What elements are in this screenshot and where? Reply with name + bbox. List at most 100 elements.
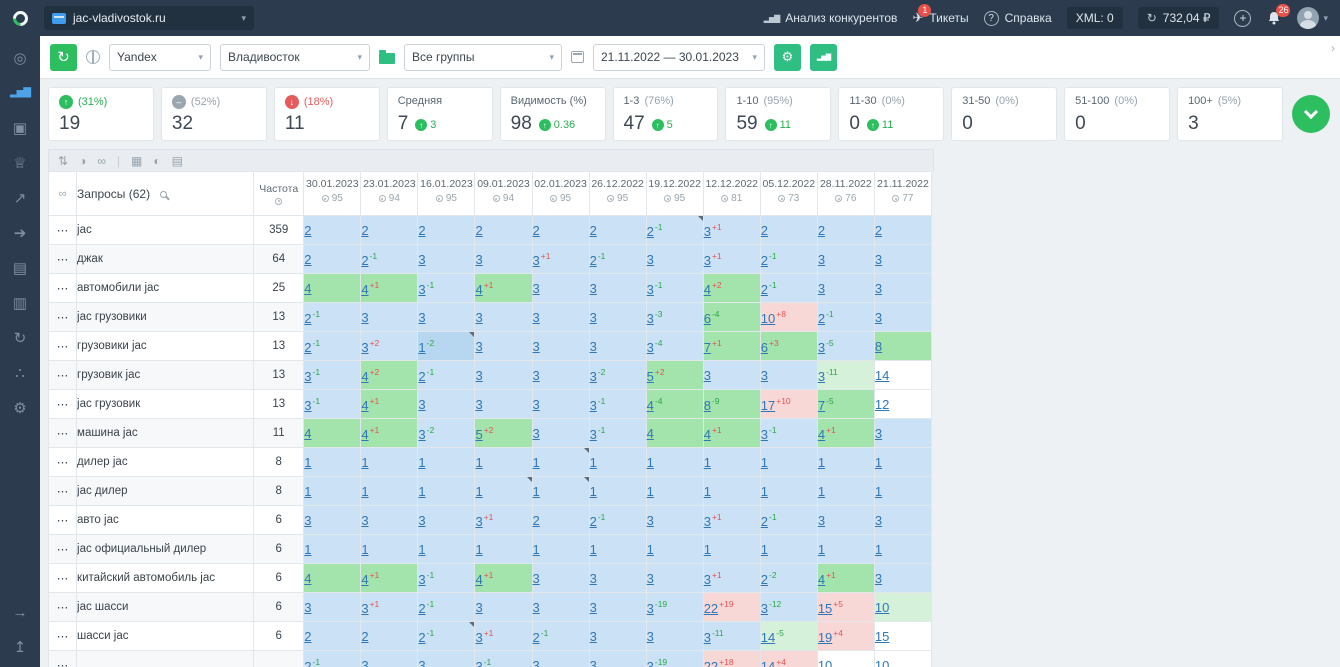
position-cell[interactable]: 2-1 (531, 621, 590, 651)
query-cell[interactable]: китайский автомобиль jac (76, 563, 255, 593)
row-handle[interactable]: ⋯ (47, 650, 78, 667)
position-link[interactable]: 3 (703, 367, 711, 383)
position-cell[interactable]: 3 (531, 389, 590, 419)
position-cell[interactable]: 2 (531, 505, 590, 535)
position-link[interactable]: 15 (874, 628, 890, 644)
date-column-header[interactable]: 19.12.2022 95 (645, 171, 704, 216)
position-cell[interactable]: 3 (816, 505, 875, 535)
position-link[interactable]: 3 (361, 600, 369, 616)
position-link[interactable]: 3 (646, 658, 654, 667)
query-cell[interactable]: авто jac (76, 505, 255, 535)
position-link[interactable]: 1 (475, 541, 483, 557)
refresh-positions-button[interactable]: ↻ (50, 43, 77, 71)
position-link[interactable]: 3 (703, 571, 711, 587)
query-cell[interactable] (76, 650, 255, 667)
date-column-header[interactable]: 21.11.2022 77 (873, 171, 933, 216)
position-cell[interactable]: 1 (531, 447, 590, 477)
snippet-icon[interactable]: ▦ (131, 153, 143, 168)
position-link[interactable]: 3 (532, 599, 540, 615)
summary-card[interactable]: 31-50 (0%) 0 (951, 87, 1058, 141)
position-cell[interactable]: 3 (360, 650, 419, 667)
position-cell[interactable]: 3+1 (474, 621, 533, 651)
position-cell[interactable]: 3-1 (645, 273, 704, 303)
position-cell[interactable]: 2-1 (417, 621, 476, 651)
summary-card[interactable]: ↑ (31%) 19 (48, 87, 154, 141)
position-cell[interactable]: 1 (702, 476, 761, 506)
position-link[interactable]: 3 (304, 599, 312, 615)
position-link[interactable]: 3 (703, 629, 711, 645)
position-link[interactable]: 2 (361, 252, 369, 268)
position-link[interactable]: 3 (589, 628, 597, 644)
date-column-header[interactable]: 28.11.2022 76 (816, 171, 875, 216)
position-link[interactable]: 8 (703, 397, 711, 413)
position-link[interactable]: 3 (646, 339, 654, 355)
position-cell[interactable]: 3 (588, 273, 647, 303)
position-cell[interactable]: 2-1 (759, 244, 818, 274)
position-link[interactable]: 2 (418, 629, 426, 645)
position-cell[interactable]: 4+1 (474, 273, 533, 303)
position-link[interactable]: 1 (304, 483, 312, 499)
position-link[interactable]: 2 (418, 222, 426, 238)
position-link[interactable]: 1 (418, 454, 426, 470)
position-cell[interactable]: 2-1 (816, 302, 875, 332)
position-cell[interactable]: 1 (645, 476, 704, 506)
position-link[interactable]: 1 (361, 483, 369, 499)
position-link[interactable]: 3 (418, 657, 426, 667)
position-cell[interactable]: 3 (417, 244, 476, 274)
position-link[interactable]: 2 (304, 628, 312, 644)
sidebar-item-awards[interactable]: ♕ (8, 153, 32, 173)
position-cell[interactable]: 4+2 (702, 273, 761, 303)
position-link[interactable]: 7 (703, 339, 711, 355)
expand-chart-button[interactable] (1292, 95, 1330, 133)
position-cell[interactable]: 10 (873, 592, 933, 622)
position-link[interactable]: 2 (760, 252, 768, 268)
position-link[interactable]: 3 (817, 368, 826, 384)
position-link[interactable]: 3 (817, 251, 826, 267)
position-link[interactable]: 3 (589, 397, 597, 413)
summary-card[interactable]: 1-10 (95%) 59 ↑ 11 (725, 87, 832, 141)
position-cell[interactable]: 3 (873, 418, 933, 448)
position-link[interactable]: 10 (760, 310, 776, 326)
position-cell[interactable]: 1 (816, 476, 875, 506)
position-cell[interactable]: 8 (873, 331, 933, 361)
position-link[interactable]: 3 (589, 426, 597, 442)
position-cell[interactable]: 3-1 (417, 563, 476, 593)
position-cell[interactable]: 4+1 (360, 273, 419, 303)
query-cell[interactable]: jac грузовик (76, 389, 255, 419)
position-cell[interactable]: 3 (360, 505, 419, 535)
sidebar-item-snippets[interactable]: ▤ (8, 258, 32, 278)
position-link[interactable]: 3 (475, 629, 483, 645)
position-link[interactable]: 3 (589, 309, 597, 325)
position-link[interactable]: 3 (760, 600, 768, 616)
position-cell[interactable]: 1 (474, 534, 533, 564)
frequency-column-header[interactable]: Частота (253, 171, 305, 216)
position-cell[interactable]: 1 (588, 447, 647, 477)
position-cell[interactable]: 15+5 (816, 592, 875, 622)
position-link[interactable]: 2 (817, 222, 826, 238)
position-cell[interactable]: 3 (417, 650, 476, 667)
position-link[interactable]: 3 (475, 338, 483, 354)
position-cell[interactable]: 1 (873, 534, 933, 564)
position-cell[interactable]: 2-1 (759, 505, 818, 535)
position-link[interactable]: 4 (361, 281, 369, 297)
date-column-header[interactable]: 02.01.2023 95 (531, 171, 590, 216)
search-engine-select[interactable]: Yandex ▾ (109, 43, 211, 71)
position-link[interactable]: 14 (874, 367, 890, 383)
row-handle[interactable]: ⋯ (47, 389, 78, 419)
position-link[interactable]: 3 (589, 368, 597, 384)
position-link[interactable]: 3 (475, 396, 483, 412)
position-cell[interactable]: 3 (873, 302, 933, 332)
position-link[interactable]: 3 (418, 512, 426, 528)
position-cell[interactable]: 3 (417, 389, 476, 419)
position-link[interactable]: 3 (646, 570, 654, 586)
position-cell[interactable]: 3 (531, 563, 590, 593)
position-link[interactable]: 3 (874, 251, 883, 267)
queries-column-header[interactable]: Запросы (62) (76, 171, 255, 216)
sidebar-item-structure[interactable]: ∴ (8, 363, 32, 383)
position-link[interactable]: 4 (361, 571, 369, 587)
position-link[interactable]: 3 (418, 396, 426, 412)
position-cell[interactable]: 3 (474, 360, 533, 390)
position-cell[interactable]: 3 (531, 418, 590, 448)
position-link[interactable]: 4 (817, 571, 826, 587)
position-link[interactable]: 4 (646, 425, 654, 441)
